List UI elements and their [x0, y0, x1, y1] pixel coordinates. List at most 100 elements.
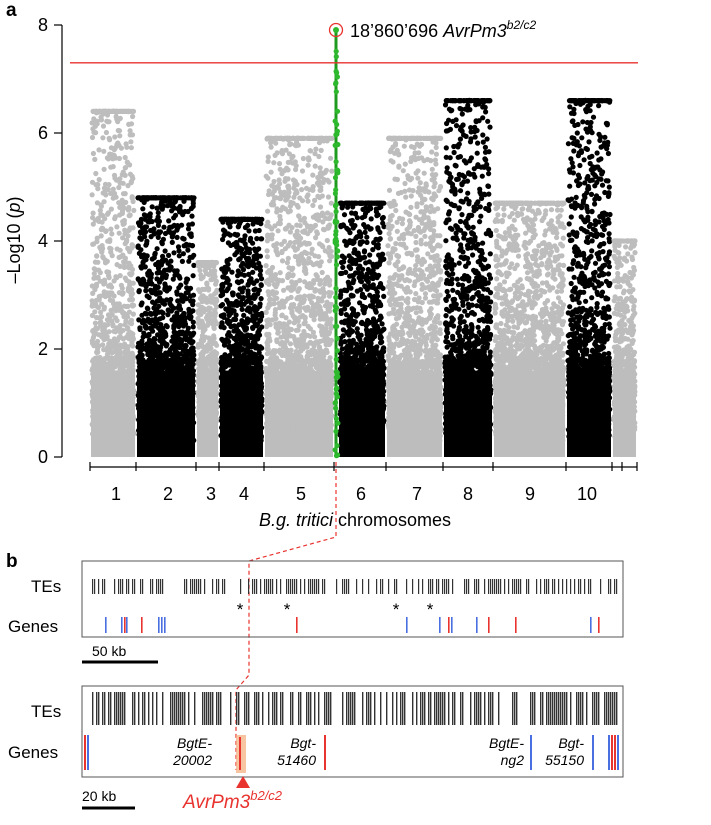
snp-point [319, 269, 325, 276]
snp-point [253, 253, 259, 259]
snp-point [90, 290, 96, 296]
snp-point [125, 228, 131, 234]
snp-point [303, 185, 310, 191]
snp-point [290, 177, 297, 183]
snp-point [271, 178, 277, 185]
snp-point [179, 222, 185, 228]
snp-point [98, 309, 104, 315]
snp-point [187, 335, 193, 342]
snp-point [324, 237, 330, 244]
snp-point [238, 263, 244, 269]
snp-point [113, 401, 119, 407]
snp-point [176, 273, 182, 279]
snp-point [140, 409, 146, 415]
snp-point [89, 179, 96, 185]
snp-point [230, 290, 236, 296]
snp-point [204, 361, 210, 367]
snp-point [202, 390, 208, 396]
snp-point [212, 398, 218, 404]
snp-point [125, 160, 131, 166]
snp-point [213, 352, 219, 358]
snp-point [150, 343, 156, 349]
snp-point [96, 147, 102, 153]
snp-point [157, 229, 164, 235]
snp-point [162, 230, 169, 237]
snp-point [93, 170, 99, 177]
snp-point [127, 132, 133, 138]
snp-point [152, 423, 158, 429]
snp-point [219, 321, 225, 327]
snp-point [241, 425, 247, 431]
snp-point [94, 349, 100, 355]
snp-point [309, 246, 315, 252]
snp-point [131, 207, 137, 213]
snp-point [207, 305, 213, 311]
panel-a-label: a [6, 0, 17, 21]
snp-point [114, 262, 120, 268]
snp-point [210, 376, 216, 382]
snp-point [130, 413, 136, 419]
snp-point [94, 405, 101, 411]
snp-point [190, 292, 197, 298]
snp-point [229, 410, 235, 416]
snp-point [173, 436, 179, 442]
snp-point [112, 348, 118, 354]
snp-point [131, 430, 137, 437]
snp-point [257, 272, 263, 278]
snp-point [237, 387, 243, 393]
snp-point [155, 214, 161, 220]
snp-point [142, 281, 148, 287]
snp-point [155, 284, 161, 290]
snp-point [257, 318, 263, 324]
snp-point [250, 318, 256, 324]
snp-point [197, 425, 203, 431]
snp-point [259, 425, 265, 431]
snp-point [103, 129, 109, 136]
snp-point [117, 394, 123, 400]
snp-point [110, 298, 116, 304]
snp-point [130, 395, 136, 401]
snp-point [175, 375, 181, 381]
snp-point [240, 437, 246, 443]
snp-point [89, 312, 95, 319]
snp-point [107, 413, 113, 419]
snp-point [100, 364, 106, 370]
snp-point [91, 129, 97, 135]
snp-point [159, 378, 165, 384]
snp-point [125, 183, 131, 189]
snp-point [211, 333, 217, 339]
snp-point [183, 426, 189, 433]
snp-point [264, 351, 270, 357]
snp-point [122, 172, 128, 178]
snp-point [189, 243, 195, 249]
snp-point [157, 336, 163, 342]
snp-point [137, 235, 143, 241]
snp-point [221, 405, 227, 411]
snp-point [258, 296, 264, 302]
snp-point [190, 298, 196, 304]
snp-point [141, 382, 147, 388]
manhattan-points [89, 97, 638, 457]
snp-point [171, 323, 177, 329]
snp-point [190, 390, 196, 396]
snp-point [122, 322, 128, 328]
snp-point [190, 405, 196, 411]
snp-point [164, 395, 170, 401]
snp-point [89, 283, 95, 289]
snp-point [233, 298, 240, 305]
snp-point [91, 332, 97, 338]
snp-point [175, 355, 181, 362]
snp-point [101, 166, 107, 172]
snp-point [312, 253, 318, 259]
snp-point [180, 384, 187, 390]
snp-point [126, 336, 132, 342]
snp-point [235, 273, 241, 279]
snp-point [90, 399, 96, 405]
snp-point [147, 417, 153, 423]
snp-point [185, 247, 191, 253]
snp-point [93, 373, 99, 379]
snp-point [141, 390, 147, 396]
snp-point [223, 427, 230, 433]
snp-point [231, 362, 237, 368]
snp-point [119, 399, 125, 405]
